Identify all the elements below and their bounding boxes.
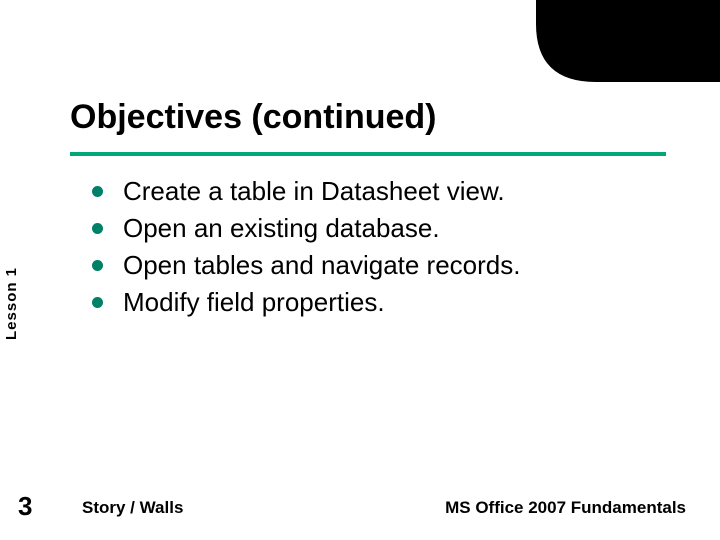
list-item: Open tables and navigate records. xyxy=(92,250,680,281)
bullet-list: Create a table in Datasheet view. Open a… xyxy=(92,176,680,324)
page-number: 3 xyxy=(18,491,32,522)
bullet-icon xyxy=(92,186,103,197)
slide-title: Objectives (continued) xyxy=(70,98,437,137)
title-band: Objectives (continued) xyxy=(0,82,720,152)
bullet-icon xyxy=(92,297,103,308)
bullet-text: Open tables and navigate records. xyxy=(123,250,680,281)
bullet-icon xyxy=(92,223,103,234)
list-item: Modify field properties. xyxy=(92,287,680,318)
list-item: Open an existing database. xyxy=(92,213,680,244)
footer-right: MS Office 2007 Fundamentals xyxy=(445,498,686,518)
title-underline xyxy=(70,152,666,156)
list-item: Create a table in Datasheet view. xyxy=(92,176,680,207)
slide: Objectives (continued) Create a table in… xyxy=(0,0,720,540)
sidebar-line2: Lesson 1 xyxy=(3,267,21,340)
bullet-text: Create a table in Datasheet view. xyxy=(123,176,680,207)
bullet-text: Modify field properties. xyxy=(123,287,680,318)
sidebar-label: Access Lesson 1 xyxy=(0,267,21,340)
header-shape-icon xyxy=(0,0,720,90)
sidebar-line1: Access xyxy=(0,281,2,340)
bullet-icon xyxy=(92,260,103,271)
bullet-text: Open an existing database. xyxy=(123,213,680,244)
footer-left: Story / Walls xyxy=(82,498,183,518)
